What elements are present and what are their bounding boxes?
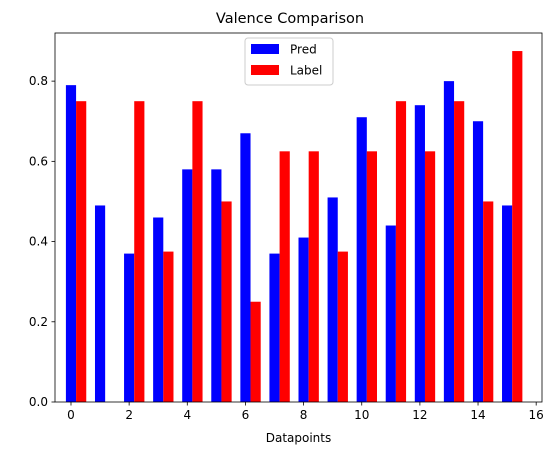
bar-label-8 bbox=[309, 151, 319, 402]
bar-label-0 bbox=[76, 101, 86, 402]
bar-pred-9 bbox=[328, 197, 338, 402]
x-axis: 0 2 4 6 8 10 12 14 16 bbox=[67, 402, 544, 422]
bar-pred-2 bbox=[124, 254, 134, 402]
bar-label-7 bbox=[280, 151, 290, 402]
legend-swatch-label bbox=[251, 65, 279, 75]
x-tick-label-6: 6 bbox=[242, 408, 250, 422]
bar-pred-14 bbox=[473, 121, 483, 402]
bar-label-14 bbox=[483, 201, 493, 402]
bar-pred-5 bbox=[211, 169, 221, 402]
bar-area bbox=[66, 51, 522, 402]
bar-pred-0 bbox=[66, 85, 76, 402]
bar-pred-8 bbox=[299, 238, 309, 402]
bar-pred-11 bbox=[386, 226, 396, 402]
y-tick-label-0.8: 0.8 bbox=[29, 74, 48, 88]
bar-pred-15 bbox=[502, 205, 512, 402]
x-tick-label-12: 12 bbox=[412, 408, 427, 422]
bar-label-11 bbox=[396, 101, 406, 402]
y-tick-label-0.0: 0.0 bbox=[29, 395, 48, 409]
x-tick-label-4: 4 bbox=[183, 408, 191, 422]
x-tick-label-2: 2 bbox=[125, 408, 133, 422]
x-tick-label-0: 0 bbox=[67, 408, 75, 422]
y-tick-label-0.2: 0.2 bbox=[29, 315, 48, 329]
bar-label-12 bbox=[425, 151, 435, 402]
bar-label-5 bbox=[221, 201, 231, 402]
x-tick-label-10: 10 bbox=[354, 408, 369, 422]
bar-label-13 bbox=[454, 101, 464, 402]
bar-label-15 bbox=[512, 51, 522, 402]
chart-title: Valence Comparison bbox=[216, 11, 364, 27]
bar-label-4 bbox=[192, 101, 202, 402]
bar-pred-13 bbox=[444, 81, 454, 402]
x-tick-label-16: 16 bbox=[529, 408, 544, 422]
bar-pred-6 bbox=[240, 133, 250, 402]
x-axis-label: Datapoints bbox=[266, 431, 332, 445]
legend-swatch-pred bbox=[251, 44, 279, 54]
bar-pred-4 bbox=[182, 169, 192, 402]
legend-label-label: Label bbox=[290, 64, 322, 78]
y-axis: 0.0 0.2 0.4 0.6 0.8 bbox=[29, 74, 55, 409]
bar-pred-1 bbox=[95, 205, 105, 402]
bar-label-9 bbox=[338, 252, 348, 402]
y-tick-label-0.6: 0.6 bbox=[29, 154, 48, 168]
bar-pred-10 bbox=[357, 117, 367, 402]
legend-label-pred: Pred bbox=[290, 43, 317, 57]
bar-label-10 bbox=[367, 151, 377, 402]
y-tick-label-0.4: 0.4 bbox=[29, 235, 48, 249]
bar-pred-12 bbox=[415, 105, 425, 402]
bar-label-6 bbox=[251, 302, 261, 402]
bar-label-2 bbox=[134, 101, 144, 402]
bar-label-3 bbox=[163, 252, 173, 402]
x-tick-label-14: 14 bbox=[470, 408, 485, 422]
legend: Pred Label bbox=[245, 38, 333, 85]
bar-pred-7 bbox=[269, 254, 279, 402]
bar-pred-3 bbox=[153, 218, 163, 403]
x-tick-label-8: 8 bbox=[300, 408, 308, 422]
